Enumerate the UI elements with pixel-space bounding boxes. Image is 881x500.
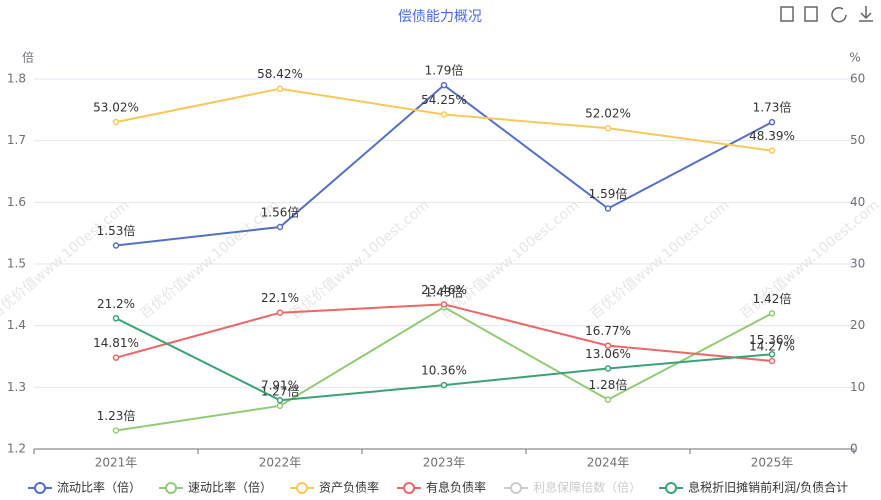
data-point [440,381,448,389]
watermark: 百优价值www.100est.com [587,197,732,322]
data-view-icon[interactable] [780,6,794,22]
data-point [112,427,120,434]
y2-tick-label: 50 [850,133,865,147]
data-label: 53.02% [93,101,139,115]
legend-symbol [403,482,416,494]
y-tick-label: 1.6 [7,195,26,209]
y-tick-label: 1.7 [7,133,26,147]
data-point [112,242,120,249]
data-label: 23.46% [421,283,467,297]
data-point [768,351,776,358]
data-point [604,124,612,132]
data-point [440,111,448,118]
data-label: 1.56倍 [261,205,300,220]
y2-tick-label: 20 [850,318,865,332]
x-tick-label: 2023年 [423,456,466,470]
data-point [276,402,284,410]
data-label: 7.91% [261,379,299,393]
data-label: 10.36% [421,364,467,378]
data-point [440,301,448,308]
data-label: 48.39% [749,129,795,143]
data-point [112,118,120,126]
data-point [276,309,284,316]
data-point [604,396,612,403]
data-label: 54.25% [421,93,467,107]
data-label: 1.59倍 [589,186,628,201]
y-tick-label: 1.8 [7,72,26,86]
legend-symbol [34,482,46,494]
data-point [604,365,612,372]
chart-title: 偿债能力概况 [398,9,482,25]
legend-symbol [665,482,678,494]
data-label: 52.02% [585,107,631,121]
data-label: 1.73倍 [753,100,792,115]
legend-symbol [165,482,178,494]
legend-label[interactable]: 流动比率（倍） [57,480,141,495]
legend-label[interactable]: 有息负债率 [426,480,486,495]
y-tick-label: 1.5 [7,257,26,271]
data-label: 1.43倍 [425,285,464,300]
x-tick-label: 2025年 [751,456,794,470]
data-label: 16.77% [585,324,631,338]
series-line [115,83,773,247]
y-tick-label: 1.2 [7,442,26,456]
legend-symbol [296,482,309,494]
data-point [768,310,776,317]
y-unit: 倍 [22,50,34,65]
data-point [276,223,284,231]
watermark: 百优价值www.100est.com [287,197,432,322]
data-label: 13.06% [585,347,631,361]
data-label: 15.36% [749,333,795,347]
data-point [768,147,776,154]
x-tick-label: 2022年 [259,456,302,470]
data-label: 21.2% [97,297,135,311]
data-label: 1.23倍 [97,408,136,423]
data-label: 14.27% [749,340,795,354]
data-point [112,315,120,322]
data-label: 1.42倍 [753,291,792,306]
restore-view-icon[interactable] [804,6,818,22]
data-label: 1.28倍 [589,377,628,392]
data-label: 58.42% [257,67,303,81]
watermark: 百优价值www.100est.com [437,197,582,322]
data-point [604,205,612,212]
refresh-icon[interactable] [831,7,847,23]
legend-symbol [510,482,523,494]
legend-label[interactable]: 息税折旧摊销前利润/负债合计 [688,480,848,495]
data-label: 1.79倍 [425,63,464,78]
legend-label[interactable]: 利息保障倍数（倍） [533,480,641,495]
data-label: 14.81% [93,336,139,350]
legend-label[interactable]: 速动比率（倍） [188,480,272,495]
data-point [440,81,448,89]
y2-tick-label: 40 [850,195,865,209]
y2-tick-label: 30 [850,257,865,271]
y2-tick-label: 60 [850,72,865,86]
data-label: 22.1% [261,291,299,305]
legend-label[interactable]: 资产负债率 [319,480,379,495]
toolbox[interactable] [780,6,873,23]
data-point [112,354,120,361]
y-tick-label: 1.4 [7,318,26,332]
data-label: 1.53倍 [97,223,136,238]
y2-unit: % [849,51,860,65]
data-point [768,118,776,126]
save-icon[interactable] [859,6,873,22]
data-point [768,357,776,365]
data-point [276,396,284,404]
x-tick-label: 2024年 [587,456,630,470]
data-point [276,85,284,92]
x-tick-label: 2021年 [95,456,138,470]
y-tick-label: 1.3 [7,380,26,394]
y2-tick-label: 10 [850,380,865,394]
data-point [604,342,612,349]
